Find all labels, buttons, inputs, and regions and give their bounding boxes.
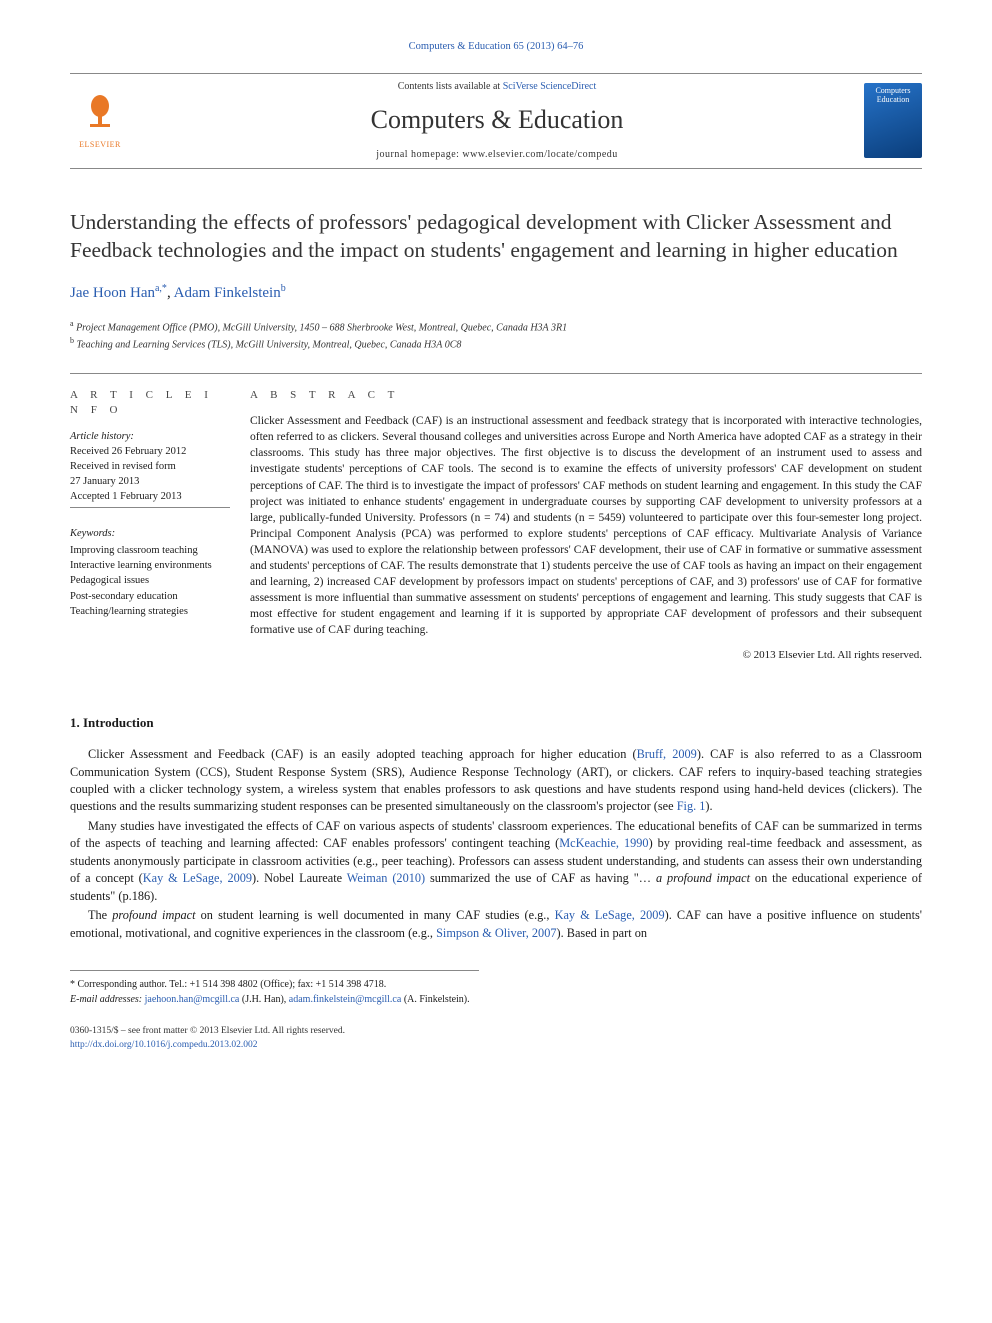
affiliations: a Project Management Office (PMO), McGil… [70,318,922,353]
authors: Jae Hoon Hana,*, Adam Finkelsteinb [70,282,922,304]
info-heading: A R T I C L E I N F O [70,388,230,419]
history-line: Received 26 February 2012 [70,444,230,459]
text: Clicker Assessment and Feedback (CAF) is… [88,747,637,761]
text: on student learning is well documented i… [196,908,555,922]
text: summarized the use of CAF as having "… [425,871,656,885]
footnotes: * Corresponding author. Tel.: +1 514 398… [70,970,479,1007]
article-history: Article history: Received 26 February 20… [70,429,230,508]
email-who: (J.H. Han), [239,994,288,1005]
elsevier-tree-icon [70,92,130,137]
sciencedirect-link[interactable]: SciVerse ScienceDirect [503,81,597,92]
citation-link[interactable]: Kay & LeSage, 2009 [555,908,665,922]
journal-cover-icon: Computers Education [864,83,922,158]
contents-prefix: Contents lists available at [398,81,503,92]
section-heading-introduction: 1. Introduction [70,714,922,732]
citation-link[interactable]: Simpson & Oliver, 2007 [436,926,556,940]
contents-line: Contents lists available at SciVerse Sci… [130,80,864,94]
emphasis: profound impact [112,908,195,922]
keyword: Interactive learning environments [70,558,230,573]
affil-text: Project Management Office (PMO), McGill … [76,322,567,333]
body-paragraph: Clicker Assessment and Feedback (CAF) is… [70,746,922,816]
author-sep: , [167,285,174,301]
citation-link[interactable]: Kay & LeSage, 2009 [143,871,252,885]
affiliation: a Project Management Office (PMO), McGil… [70,318,922,335]
corresponding-author: * Corresponding author. Tel.: +1 514 398… [70,977,479,992]
publisher-name: ELSEVIER [70,139,130,150]
affil-text: Teaching and Learning Services (TLS), Mc… [77,340,462,351]
affil-marker: b [70,336,74,345]
cover-title: Computers Education [866,87,920,105]
abstract-body: Clicker Assessment and Feedback (CAF) is… [250,413,922,638]
text: ). [705,799,712,813]
author-link[interactable]: Adam Finkelstein [174,285,281,301]
emphasis: a profound impact [656,871,750,885]
citation-link[interactable]: Weiman (2010) [347,871,425,885]
info-abstract-row: A R T I C L E I N F O Article history: R… [70,373,922,674]
journal-name: Computers & Education [130,102,864,138]
history-line: 27 January 2013 [70,474,230,489]
author-marker: a,* [155,283,167,294]
abstract-copyright: © 2013 Elsevier Ltd. All rights reserved… [250,648,922,663]
body-paragraph: Many studies have investigated the effec… [70,818,922,905]
homepage-url[interactable]: www.elsevier.com/locate/compedu [462,149,617,160]
history-line: Received in revised form [70,459,230,474]
citation-link[interactable]: McKeachie, 1990 [559,836,648,850]
keyword: Post-secondary education [70,589,230,604]
author-marker: b [281,283,286,294]
body-paragraph: The profound impact on student learning … [70,907,922,942]
email-line: E-mail addresses: jaehoon.han@mcgill.ca … [70,992,479,1007]
doi-link[interactable]: http://dx.doi.org/10.1016/j.compedu.2013… [70,1040,257,1050]
author-link[interactable]: Jae Hoon Han [70,285,155,301]
journal-citation: Computers & Education 65 (2013) 64–76 [70,40,922,55]
article-info: A R T I C L E I N F O Article history: R… [70,373,250,674]
issn-line: 0360-1315/$ – see front matter © 2013 El… [70,1025,922,1039]
publisher-logo: ELSEVIER [70,92,130,150]
text: The [88,908,112,922]
citation-link[interactable]: Bruff, 2009 [637,747,697,761]
text: ). Nobel Laureate [252,871,347,885]
keyword: Improving classroom teaching [70,543,230,558]
abstract: A B S T R A C T Clicker Assessment and F… [250,373,922,674]
text: ). Based in part on [557,926,648,940]
affil-marker: a [70,319,74,328]
keyword: Pedagogical issues [70,573,230,588]
abstract-heading: A B S T R A C T [250,388,922,403]
footer-block: 0360-1315/$ – see front matter © 2013 El… [70,1025,922,1053]
article-title: Understanding the effects of professors'… [70,209,922,264]
homepage-prefix: journal homepage: [376,149,462,160]
email-label: E-mail addresses: [70,994,145,1005]
email-link[interactable]: jaehoon.han@mcgill.ca [145,994,240,1005]
figure-link[interactable]: Fig. 1 [677,799,706,813]
history-label: Article history: [70,429,230,444]
header-center: Contents lists available at SciVerse Sci… [130,80,864,162]
history-line: Accepted 1 February 2013 [70,489,230,504]
keyword: Teaching/learning strategies [70,604,230,619]
email-who: (A. Finkelstein). [401,994,469,1005]
keywords-label: Keywords: [70,526,230,541]
journal-header: ELSEVIER Contents lists available at Sci… [70,73,922,169]
affiliation: b Teaching and Learning Services (TLS), … [70,335,922,352]
homepage-line: journal homepage: www.elsevier.com/locat… [130,148,864,162]
keywords: Keywords: Improving classroom teaching I… [70,526,230,619]
email-link[interactable]: adam.finkelstein@mcgill.ca [289,994,402,1005]
